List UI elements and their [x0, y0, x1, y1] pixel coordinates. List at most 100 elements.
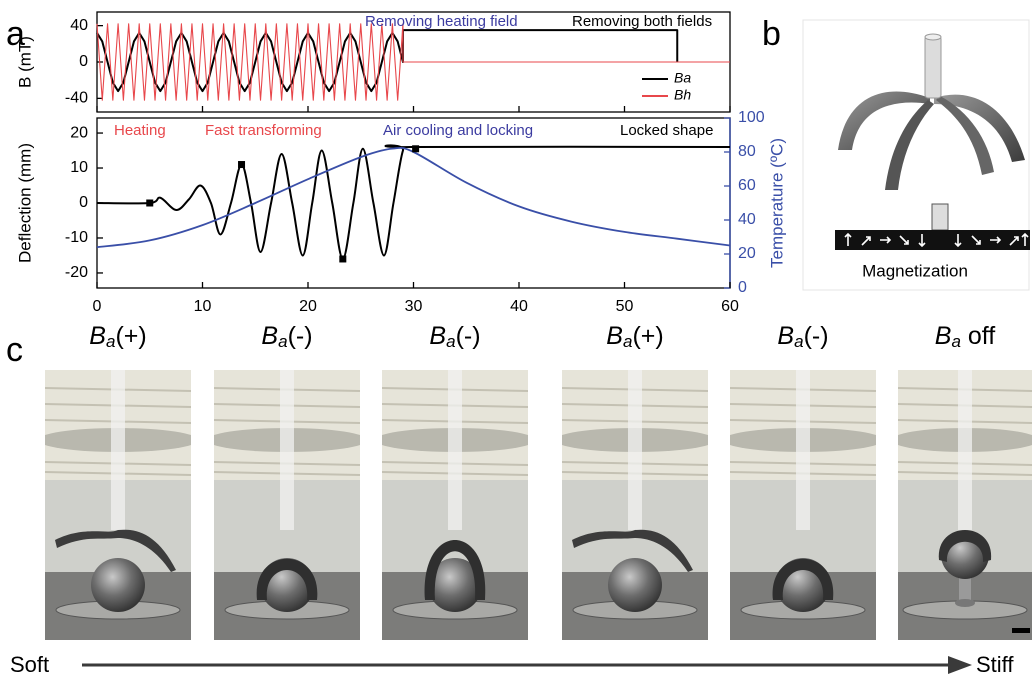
arrow-label: Soft — [10, 652, 49, 677]
series-line — [96, 29, 679, 93]
rod — [111, 370, 125, 530]
photo-label-part: a — [794, 332, 803, 351]
y-axis-label: B (mT) — [15, 36, 34, 88]
x-tick-label: 20 — [299, 298, 317, 315]
x-tick-label: 40 — [510, 298, 528, 315]
marker — [339, 255, 347, 263]
y2-tick-label: 0 — [738, 279, 747, 296]
y-tick-label: -20 — [65, 264, 88, 281]
stem-foot — [955, 599, 975, 607]
panel-letter: b — [762, 15, 781, 53]
annotation: Removing both fields — [572, 13, 712, 30]
ball — [91, 558, 145, 612]
photo-label-part: a — [106, 332, 115, 351]
frame — [802, 19, 1030, 291]
photo-content — [898, 370, 1032, 640]
annotation: Heating — [114, 122, 166, 139]
y-tick-label: -10 — [65, 229, 88, 246]
y-tick-label: 20 — [70, 124, 88, 141]
y2-tick-label: 80 — [738, 143, 756, 160]
x-tick-label: 30 — [405, 298, 423, 315]
scale-bar — [1012, 628, 1030, 633]
gripper — [256, 558, 318, 600]
gripper — [938, 530, 992, 562]
annotation: Removing heating field — [365, 13, 518, 30]
y2-axis-label: Temperature (ºC) — [767, 138, 786, 268]
stem — [959, 575, 971, 603]
y-tick-label: 0 — [79, 194, 88, 211]
photo-label-part: (+) — [115, 322, 146, 350]
marker — [412, 145, 420, 153]
legend-label: Bh — [674, 87, 691, 103]
photo-label-part: (+) — [632, 322, 663, 350]
leg — [936, 96, 994, 175]
x-tick-label: 10 — [194, 298, 212, 315]
y-tick-label: 0 — [79, 53, 88, 70]
diagram-label: Magnetization — [862, 261, 968, 280]
leg — [885, 100, 934, 190]
magnet-bar — [835, 230, 1030, 250]
photo — [730, 370, 876, 640]
legend-bg — [638, 69, 720, 105]
photo-label-part: B — [935, 322, 952, 350]
photo-label-part: B — [429, 322, 446, 350]
rod — [958, 370, 972, 530]
marker — [238, 161, 246, 169]
photo-content — [562, 370, 708, 640]
photo-label: Ba(+) — [89, 322, 146, 352]
rod — [924, 35, 942, 99]
magnetization-arrows — [844, 232, 1029, 248]
y-tick-label: -40 — [65, 90, 88, 107]
diagram-b: Magnetization — [802, 19, 1030, 291]
photo — [898, 370, 1032, 640]
arrow-label: Stiff — [976, 652, 1014, 677]
arrow-head — [948, 656, 972, 674]
photo-label-part: off — [961, 322, 995, 350]
marker — [146, 199, 154, 207]
panel-letter: a — [6, 15, 25, 53]
x-tick-label: 60 — [721, 298, 739, 315]
gripper — [424, 540, 486, 600]
rod — [448, 370, 462, 530]
photo-label-part: a — [623, 332, 632, 351]
rod — [796, 370, 810, 530]
photo-content — [214, 370, 360, 640]
photo-label: Ba(-) — [429, 322, 480, 352]
photo — [45, 370, 191, 640]
plot-frame — [96, 117, 731, 289]
leg — [838, 91, 930, 150]
photo-label-part: (-) — [804, 322, 829, 350]
rod — [280, 370, 294, 530]
annotation: Locked shape — [620, 122, 713, 139]
y-axis-label: Deflection (mm) — [15, 143, 34, 263]
photo-label: Ba(-) — [261, 322, 312, 352]
rod — [628, 370, 642, 530]
photo-label-part: B — [777, 322, 794, 350]
rod-section — [931, 203, 949, 231]
photo-label-part: a — [951, 332, 960, 351]
ball — [428, 558, 482, 612]
photo-label: Ba(-) — [777, 322, 828, 352]
y2-tick-label: 20 — [738, 245, 756, 262]
photo-label-part: a — [446, 332, 455, 351]
photo-content — [382, 370, 528, 640]
y2-tick-label: 40 — [738, 211, 756, 228]
annotation: Air cooling and locking — [383, 122, 533, 139]
photo-content — [45, 370, 191, 640]
x-tick-label: 0 — [93, 298, 102, 315]
gripper — [772, 558, 834, 600]
y2-tick-label: 60 — [738, 177, 756, 194]
rod-cap — [924, 33, 942, 41]
ball — [608, 558, 662, 612]
gripper — [572, 529, 693, 572]
photo — [214, 370, 360, 640]
x-tick-label: 50 — [616, 298, 634, 315]
y-tick-label: 40 — [70, 17, 88, 34]
photo — [382, 370, 528, 640]
photo-label: Ba(+) — [606, 322, 663, 352]
legend-label: Ba — [674, 70, 691, 86]
photo-content — [730, 370, 876, 640]
photo-label-part: (-) — [288, 322, 313, 350]
gripper — [55, 529, 176, 572]
